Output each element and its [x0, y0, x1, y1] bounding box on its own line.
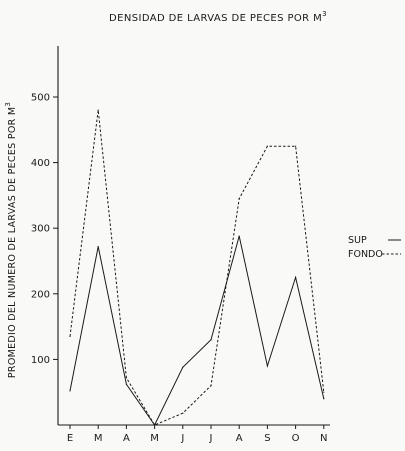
- y-ticks: 100 200 300 400 500: [31, 93, 58, 366]
- data-point-fondo: [323, 391, 325, 393]
- data-point-fondo: [266, 145, 268, 147]
- series-line-sup: [69, 235, 325, 426]
- legend-label-fondo: FONDO: [348, 249, 383, 260]
- y-axis-label: PROMEDIO DEL NUMERO DE LARVAS DE PECES P…: [4, 102, 18, 378]
- x-tick-label: O: [292, 433, 300, 444]
- data-point-fondo: [125, 377, 127, 379]
- data-point-sup: [323, 398, 325, 400]
- x-tick-label: A: [123, 433, 130, 444]
- legend-label-sup: SUP: [348, 235, 367, 246]
- y-tick-label: 300: [31, 224, 50, 235]
- y-axis-label-group: PROMEDIO DEL NUMERO DE LARVAS DE PECES P…: [4, 102, 18, 378]
- legend: SUP FONDO: [348, 235, 401, 260]
- y-tick-label: 100: [31, 355, 50, 366]
- data-point-fondo: [238, 198, 240, 200]
- y-tick-label: 500: [31, 93, 50, 104]
- x-tick-label: M: [94, 433, 103, 444]
- chart-title-superscript: 3: [322, 10, 327, 18]
- data-point-sup: [266, 365, 268, 367]
- x-tick-label: A: [236, 433, 243, 444]
- series-line-fondo: [69, 110, 325, 426]
- data-point-sup: [295, 276, 297, 278]
- data-point-fondo: [69, 335, 71, 338]
- data-point-sup: [210, 339, 212, 341]
- data-point-sup: [97, 245, 99, 248]
- x-tick-label: J: [180, 433, 184, 444]
- data-point-fondo: [210, 385, 212, 387]
- data-point-fondo: [97, 109, 99, 111]
- data-point-fondo: [182, 412, 184, 414]
- y-tick-label: 400: [31, 158, 50, 169]
- data-point-sup: [69, 390, 71, 392]
- data-point-fondo: [295, 145, 297, 147]
- data-point-sup: [182, 366, 184, 368]
- series-layer: [69, 109, 325, 426]
- y-tick-label: 200: [31, 289, 50, 300]
- data-point-sup: [125, 383, 127, 385]
- x-tick-label: N: [320, 433, 327, 444]
- y-axis-label-superscript: 3: [4, 102, 12, 107]
- x-tick-label: M: [150, 433, 159, 444]
- x-tick-label: E: [67, 433, 73, 444]
- data-point-sup: [238, 235, 240, 237]
- chart-title-text: DENSIDAD DE LARVAS DE PECES POR M: [109, 13, 322, 24]
- y-axis-label-text: PROMEDIO DEL NUMERO DE LARVAS DE PECES P…: [7, 107, 18, 378]
- x-tick-label: J: [209, 433, 213, 444]
- data-point-fondo: [154, 424, 156, 426]
- x-tick-label: S: [264, 433, 270, 444]
- chart-title: DENSIDAD DE LARVAS DE PECES POR M3: [109, 10, 327, 24]
